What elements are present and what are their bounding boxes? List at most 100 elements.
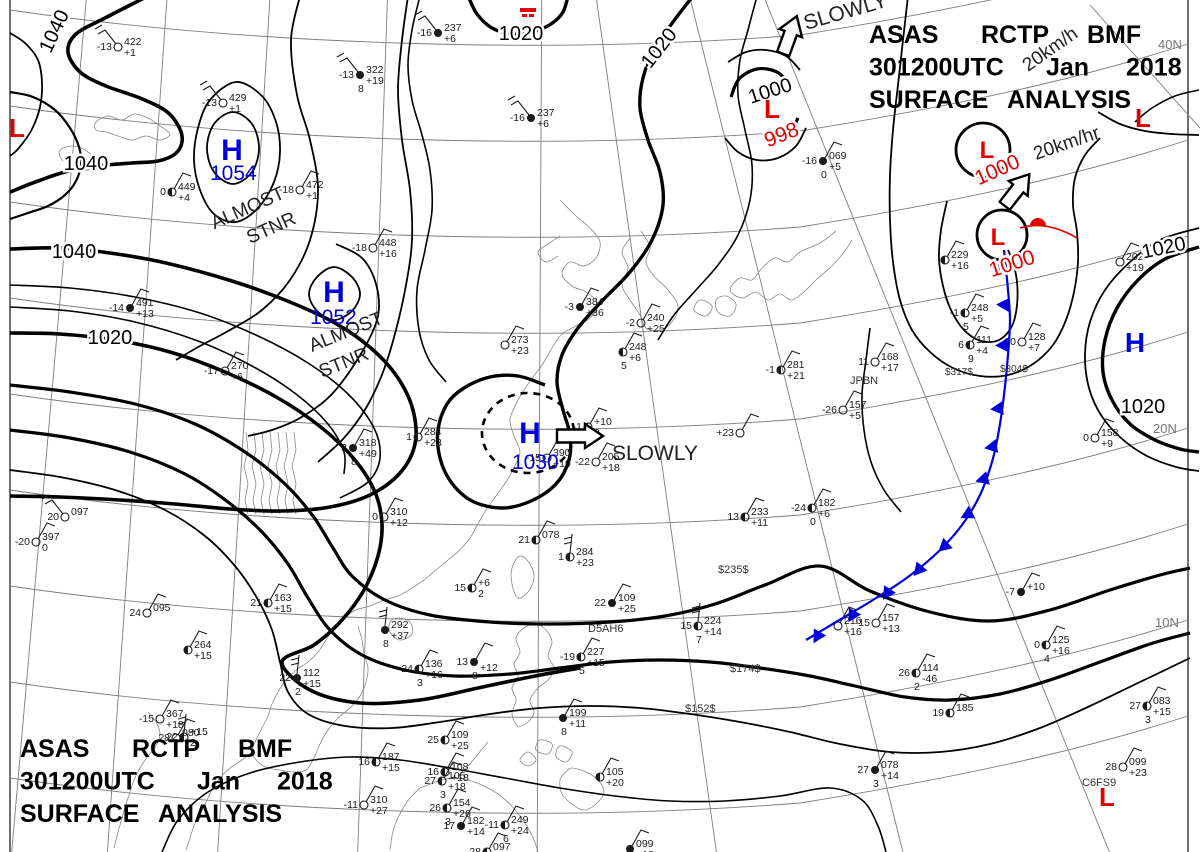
svg-text:+6: +6: [818, 508, 830, 520]
svg-text:0: 0: [1034, 639, 1040, 651]
svg-text:+13: +13: [136, 308, 154, 320]
svg-text:+23: +23: [716, 427, 734, 439]
svg-text:$317$: $317$: [945, 367, 973, 378]
svg-text:SLOWLY: SLOWLY: [612, 442, 698, 465]
svg-text:27: 27: [1129, 700, 1141, 712]
svg-text:15: 15: [454, 582, 466, 594]
svg-text:114: 114: [922, 662, 939, 674]
svg-text:233: 233: [751, 506, 769, 518]
svg-text:27: 27: [424, 775, 436, 787]
svg-text:199: 199: [569, 707, 587, 719]
svg-text:-1: -1: [766, 364, 775, 376]
svg-text:H: H: [519, 417, 541, 450]
svg-text:292: 292: [391, 619, 409, 631]
svg-text:JPBN: JPBN: [850, 375, 878, 387]
svg-text:+16: +16: [951, 260, 969, 272]
svg-text:227: 227: [587, 646, 605, 658]
svg-text:2: 2: [295, 686, 301, 698]
svg-text:20N: 20N: [1153, 421, 1177, 436]
svg-text:3: 3: [440, 789, 446, 801]
svg-text:0: 0: [810, 516, 816, 528]
svg-text:L: L: [991, 224, 1006, 251]
svg-text:422: 422: [124, 36, 142, 48]
svg-text:+25: +25: [451, 740, 469, 752]
svg-text:0: 0: [1083, 432, 1089, 444]
svg-text:-16: -16: [417, 27, 432, 39]
svg-text:3: 3: [417, 677, 423, 689]
svg-text:ANALYSIS: ANALYSIS: [158, 800, 282, 828]
svg-text:248: 248: [971, 302, 989, 314]
svg-text:+23: +23: [511, 345, 529, 357]
svg-text:0: 0: [372, 511, 378, 523]
svg-text:111: 111: [976, 334, 992, 346]
svg-text:3: 3: [341, 442, 347, 454]
svg-text:1054: 1054: [210, 162, 257, 185]
svg-text:3: 3: [445, 816, 451, 828]
svg-text:284: 284: [576, 546, 594, 558]
svg-text:26: 26: [429, 802, 441, 814]
svg-text:367: 367: [166, 708, 184, 720]
svg-text:+18: +18: [451, 772, 469, 784]
svg-text:+23: +23: [576, 557, 594, 569]
svg-text:+6: +6: [537, 118, 549, 130]
svg-text:+15: +15: [587, 657, 605, 669]
svg-text:390: 390: [553, 447, 571, 459]
svg-text:136: 136: [425, 658, 443, 670]
svg-text:SURFACE: SURFACE: [20, 800, 139, 828]
svg-text:+5: +5: [849, 410, 861, 422]
svg-text:SURFACE: SURFACE: [869, 86, 988, 114]
svg-text:310: 310: [370, 794, 388, 806]
svg-text:224: 224: [704, 615, 722, 627]
svg-text:1052: 1052: [310, 306, 357, 329]
svg-text:+14: +14: [704, 626, 722, 638]
svg-text:3: 3: [873, 778, 879, 790]
svg-text:BMF: BMF: [238, 735, 292, 763]
svg-text:-15: -15: [526, 452, 541, 464]
svg-text:-7: -7: [1006, 586, 1015, 598]
svg-text:+11: +11: [569, 718, 586, 730]
svg-text:-2: -2: [626, 317, 635, 329]
svg-text:+10: +10: [1027, 581, 1045, 593]
svg-text:+23: +23: [424, 437, 442, 449]
svg-text:+4: +4: [178, 192, 190, 204]
svg-text:-1: -1: [950, 307, 959, 319]
svg-text:+10: +10: [594, 416, 612, 428]
svg-text:8: 8: [472, 670, 478, 682]
svg-text:$152$: $152$: [685, 703, 716, 715]
svg-text:27: 27: [857, 764, 869, 776]
svg-text:240: 240: [647, 312, 665, 324]
svg-text:L: L: [980, 137, 995, 164]
svg-text:+14: +14: [881, 770, 899, 782]
svg-text:-18: -18: [279, 184, 294, 196]
svg-text:105: 105: [448, 770, 466, 782]
svg-text:9: 9: [968, 353, 974, 365]
svg-text:095: 095: [153, 602, 171, 614]
svg-text:21: 21: [518, 534, 530, 546]
svg-text:+27: +27: [370, 805, 388, 817]
svg-text:+25: +25: [647, 323, 665, 335]
svg-text:-3: -3: [565, 301, 574, 313]
svg-text:6: 6: [503, 833, 509, 845]
svg-text:083: 083: [1153, 695, 1171, 707]
svg-text:187: 187: [382, 751, 400, 763]
svg-text:1020: 1020: [499, 23, 544, 45]
svg-text:099: 099: [636, 838, 654, 850]
svg-text:154: 154: [453, 797, 471, 809]
svg-text:8: 8: [383, 638, 389, 650]
svg-text:109: 109: [451, 729, 469, 741]
svg-text:ASAS: ASAS: [869, 21, 938, 49]
svg-text:-19: -19: [560, 651, 575, 663]
svg-text:+15: +15: [1153, 706, 1171, 718]
svg-text:7: 7: [696, 634, 702, 646]
svg-text:+15: +15: [190, 726, 208, 738]
svg-text:080: 080: [182, 727, 200, 739]
svg-text:+49: +49: [359, 448, 377, 460]
svg-text:+14: +14: [467, 826, 485, 838]
svg-text:$304$: $304$: [1000, 364, 1028, 375]
svg-text:+16: +16: [1052, 645, 1070, 657]
svg-text:+5: +5: [971, 313, 983, 325]
svg-text:1030: 1030: [512, 451, 559, 474]
svg-text:L: L: [1135, 103, 1151, 133]
svg-text:20: 20: [1004, 336, 1016, 348]
svg-text:+13: +13: [882, 623, 900, 635]
